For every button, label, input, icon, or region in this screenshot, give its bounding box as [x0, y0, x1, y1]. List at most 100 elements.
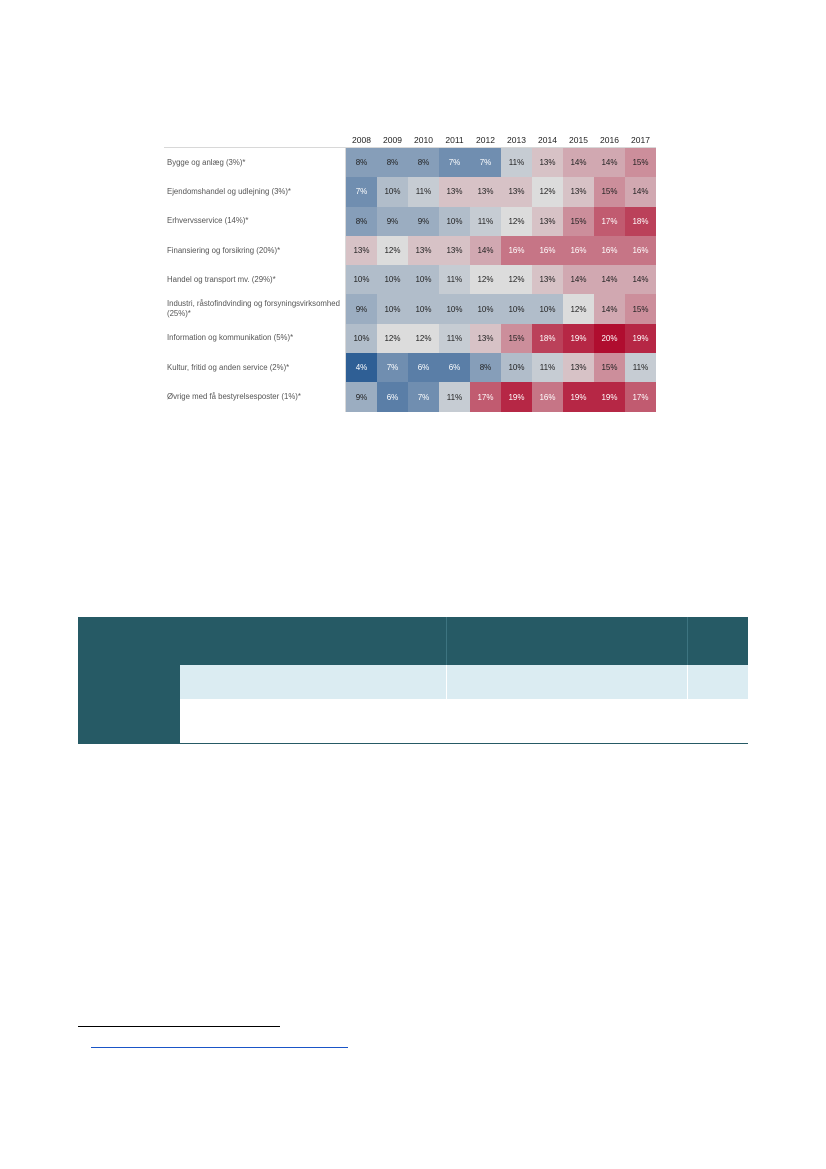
table-header	[78, 617, 748, 665]
heatmap-cell: 15%	[625, 294, 656, 324]
heatmap-cell: 19%	[501, 382, 532, 412]
heatmap-cell: 18%	[625, 206, 656, 236]
table-header-divider	[687, 617, 688, 665]
heatmap-cell: 19%	[563, 382, 594, 412]
heatmap-cell: 12%	[532, 177, 563, 207]
heatmap-cell: 10%	[377, 265, 408, 295]
heatmap-cell: 10%	[501, 353, 532, 383]
heatmap-cell: 7%	[346, 177, 377, 207]
heatmap-chart: 2008 2009 2010 2011 2012 2013 2014 2015 2016 2017…	[164, 132, 660, 412]
heatmap-cell: 15%	[594, 177, 625, 207]
heatmap-cell: 11%	[439, 265, 470, 295]
heatmap-cell: 15%	[594, 353, 625, 383]
heatmap-cell: 19%	[625, 323, 656, 354]
heatmap-cell: 14%	[625, 177, 656, 207]
heatmap-cell: 10%	[346, 323, 377, 354]
heatmap-cell: 16%	[532, 382, 563, 412]
heatmap-cell: 12%	[377, 323, 408, 354]
heatmap-cell: 8%	[470, 353, 501, 383]
heatmap-cell: 11%	[408, 177, 439, 207]
heatmap-cell: 14%	[594, 148, 625, 178]
heatmap-cell: 11%	[439, 382, 470, 412]
heatmap-cell: 7%	[408, 382, 439, 412]
heatmap-cell: 9%	[377, 206, 408, 236]
row-label: Kultur, fritid og anden service (2%)*	[164, 353, 346, 383]
heatmap-cell: 6%	[377, 382, 408, 412]
heatmap-cell: 17%	[470, 382, 501, 412]
heatmap-cell: 7%	[377, 353, 408, 383]
heatmap-cell: 13%	[563, 353, 594, 383]
heatmap-cell: 6%	[408, 353, 439, 383]
heatmap-cell: 18%	[532, 323, 563, 354]
heatmap-cell: 16%	[594, 235, 625, 266]
heatmap-corner	[164, 132, 346, 148]
heatmap-cell: 20%	[594, 323, 625, 354]
heatmap-cell: 10%	[408, 294, 439, 324]
row-label: Øvrige med få bestyrelsesposter (1%)*	[164, 382, 346, 412]
heatmap-cell: 15%	[625, 148, 656, 178]
row-label: Industri, råstofindvinding og forsynings…	[164, 294, 346, 324]
footnote-separator	[78, 1026, 280, 1027]
column-header-year: 2016	[594, 132, 625, 148]
heatmap-cell: 14%	[594, 294, 625, 324]
heatmap-cell: 8%	[408, 148, 439, 178]
heatmap-cell: 13%	[346, 235, 377, 266]
heatmap-cell: 12%	[501, 265, 532, 295]
heatmap-cell: 14%	[563, 148, 594, 178]
heatmap-cell: 10%	[501, 294, 532, 324]
table-block	[78, 617, 748, 744]
heatmap-cell: 16%	[532, 235, 563, 266]
heatmap-cell: 11%	[470, 206, 501, 236]
heatmap-cell: 13%	[563, 177, 594, 207]
heatmap-cell: 9%	[408, 206, 439, 236]
heatmap-cell: 10%	[532, 294, 563, 324]
heatmap-cell: 14%	[563, 265, 594, 295]
row-label: Erhvervsservice (14%)*	[164, 206, 346, 236]
heatmap-cell: 9%	[346, 294, 377, 324]
heatmap-cell: 17%	[625, 382, 656, 412]
column-header-year: 2009	[377, 132, 408, 148]
heatmap-cell: 10%	[377, 177, 408, 207]
heatmap-cell: 10%	[346, 265, 377, 295]
heatmap-cell: 13%	[470, 323, 501, 354]
heatmap-cell: 8%	[377, 148, 408, 178]
heatmap-cell: 12%	[408, 323, 439, 354]
heatmap-cell: 10%	[470, 294, 501, 324]
heatmap-cell: 4%	[346, 353, 377, 383]
footnote-link[interactable]	[91, 1047, 348, 1048]
heatmap-cell: 9%	[346, 382, 377, 412]
heatmap-cell: 11%	[625, 353, 656, 383]
column-header-year: 2010	[408, 132, 439, 148]
heatmap-cell: 13%	[532, 265, 563, 295]
heatmap-cell: 16%	[501, 235, 532, 266]
table-bottom-rule	[78, 743, 748, 744]
heatmap-cell: 14%	[470, 235, 501, 266]
heatmap-cell: 11%	[439, 323, 470, 354]
heatmap-cell: 10%	[377, 294, 408, 324]
row-label: Information og kommunikation (5%)*	[164, 323, 346, 354]
heatmap-cell: 13%	[532, 206, 563, 236]
column-header-year: 2015	[563, 132, 594, 148]
heatmap-cell: 8%	[346, 206, 377, 236]
heatmap-cell: 11%	[501, 148, 532, 178]
row-label: Bygge og anlæg (3%)*	[164, 148, 346, 178]
row-label: Ejendomshandel og udlejning (3%)*	[164, 177, 346, 207]
column-header-year: 2017	[625, 132, 656, 148]
heatmap-cell: 12%	[563, 294, 594, 324]
heatmap-cell: 15%	[501, 323, 532, 354]
heatmap-cell: 12%	[501, 206, 532, 236]
heatmap-cell: 7%	[439, 148, 470, 178]
heatmap-cell: 17%	[594, 206, 625, 236]
heatmap-cell: 13%	[439, 235, 470, 266]
table-header-divider	[446, 617, 447, 665]
heatmap-cell: 13%	[439, 177, 470, 207]
heatmap-cell: 13%	[501, 177, 532, 207]
heatmap-cell: 10%	[439, 294, 470, 324]
heatmap-cell: 7%	[470, 148, 501, 178]
heatmap-cell: 10%	[439, 206, 470, 236]
heatmap-cell: 13%	[408, 235, 439, 266]
table-cell-divider	[446, 665, 447, 699]
heatmap-cell: 8%	[346, 148, 377, 178]
row-label: Handel og transport mv. (29%)*	[164, 265, 346, 295]
column-header-year: 2013	[501, 132, 532, 148]
